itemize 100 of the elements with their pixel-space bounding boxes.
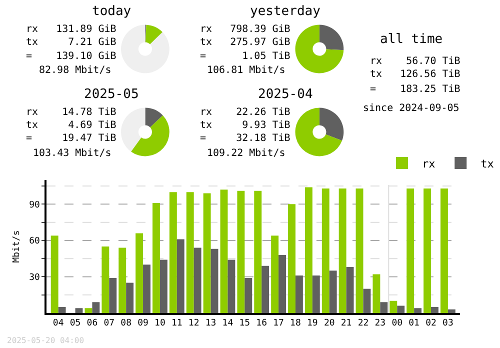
chart-title: 2025-05 xyxy=(84,87,139,102)
text: rx 131.89 GiB xyxy=(26,24,116,35)
bar xyxy=(295,276,303,313)
x-tick-label: 21 xyxy=(340,318,352,329)
text: tx 9.93 TiB xyxy=(200,120,290,131)
bar xyxy=(397,306,405,313)
text: tx 7.21 GiB xyxy=(26,37,116,48)
x-tick-label: 03 xyxy=(442,318,454,329)
text: 103.43 Mbit/s xyxy=(33,148,112,159)
bar xyxy=(346,267,354,313)
x-tick-label: 22 xyxy=(358,318,369,329)
bar xyxy=(338,188,346,313)
bar xyxy=(228,260,236,313)
text: = 32.18 TiB xyxy=(200,133,290,144)
bar xyxy=(440,188,448,313)
bar xyxy=(118,248,126,313)
donut-slice xyxy=(319,108,344,141)
bar xyxy=(176,239,184,313)
bar xyxy=(406,188,414,313)
donut-slice xyxy=(121,24,170,74)
bar xyxy=(322,188,330,313)
bar xyxy=(109,278,117,313)
x-tick-label: 14 xyxy=(222,318,234,329)
bar xyxy=(143,264,150,313)
bar xyxy=(372,274,380,313)
x-tick-label: 01 xyxy=(408,318,420,329)
text: = 19.47 TiB xyxy=(26,133,116,144)
text: all time xyxy=(380,32,443,47)
y-tick-label: 60 xyxy=(29,236,40,247)
text: = 139.10 GiB xyxy=(26,51,116,62)
text: since 2024-09-05 xyxy=(363,103,460,114)
bar xyxy=(244,278,252,313)
bar xyxy=(50,236,58,313)
text: rx 22.26 TiB xyxy=(200,107,290,118)
y-tick-label: 30 xyxy=(29,272,40,283)
x-tick-label: 10 xyxy=(154,318,166,329)
x-tick-label: 09 xyxy=(138,318,148,329)
donut-slice xyxy=(295,24,344,74)
bar xyxy=(210,248,218,313)
text: = 1.05 TiB xyxy=(200,51,290,62)
text: tx 126.56 TiB xyxy=(370,69,460,80)
legend-label: rx xyxy=(422,157,436,170)
bar xyxy=(262,266,270,313)
bar xyxy=(126,282,134,313)
y-tick-label: 90 xyxy=(29,200,40,210)
bar xyxy=(363,288,371,313)
bar xyxy=(102,246,110,313)
bar xyxy=(278,254,286,313)
text: rx 14.78 TiB xyxy=(26,107,116,118)
x-tick-label: 19 xyxy=(307,318,318,329)
bar xyxy=(329,270,337,313)
legend-label: tx xyxy=(480,157,494,170)
bar xyxy=(424,188,432,313)
bar xyxy=(288,204,296,313)
bar xyxy=(237,190,245,313)
bar xyxy=(160,260,168,313)
bar xyxy=(194,248,202,313)
x-tick-label: 16 xyxy=(256,318,268,329)
x-tick-label: 04 xyxy=(52,318,64,329)
bar xyxy=(380,302,388,313)
x-tick-label: 18 xyxy=(290,318,301,329)
x-tick-label: 13 xyxy=(205,318,216,329)
bar xyxy=(84,308,92,313)
donut-slice xyxy=(146,24,163,44)
chart-title: 2025-04 xyxy=(258,87,313,102)
text: 109.22 Mbit/s xyxy=(207,148,286,159)
bar xyxy=(92,302,100,313)
x-tick-label: 11 xyxy=(171,318,182,329)
x-tick-label: 12 xyxy=(188,318,200,329)
text: tx 275.97 GiB xyxy=(200,37,290,48)
x-tick-label: 02 xyxy=(426,318,436,329)
donut-slice xyxy=(121,108,146,152)
x-tick-label: 20 xyxy=(324,318,335,329)
y-axis-title: Mbit/s xyxy=(12,230,22,263)
text: rx 56.70 TiB xyxy=(370,56,460,67)
bar xyxy=(220,190,228,313)
text: = 183.25 TiB xyxy=(370,84,460,95)
text: 106.81 Mbit/s xyxy=(207,65,286,76)
bar xyxy=(448,309,456,313)
text: tx 4.69 TiB xyxy=(26,120,116,131)
bar xyxy=(312,276,320,313)
donut-slice xyxy=(130,115,170,156)
bar xyxy=(152,202,160,313)
chart-title: yesterday xyxy=(250,4,321,19)
text: 82.98 Mbit/s xyxy=(39,65,112,76)
donut-slice xyxy=(319,24,344,50)
x-tick-label: 15 xyxy=(239,318,250,329)
bar xyxy=(58,306,66,313)
chart-title: today xyxy=(92,4,132,19)
x-tick-label: 23 xyxy=(374,318,386,329)
x-tick-label: 06 xyxy=(86,318,98,329)
x-tick-label: 05 xyxy=(70,318,81,329)
bar xyxy=(136,233,144,313)
bar xyxy=(186,192,194,313)
bar xyxy=(254,190,262,313)
x-tick-label: 08 xyxy=(120,318,132,329)
bar xyxy=(203,193,211,313)
bar xyxy=(414,308,422,313)
bar xyxy=(390,300,398,313)
donut-slice xyxy=(295,108,342,156)
